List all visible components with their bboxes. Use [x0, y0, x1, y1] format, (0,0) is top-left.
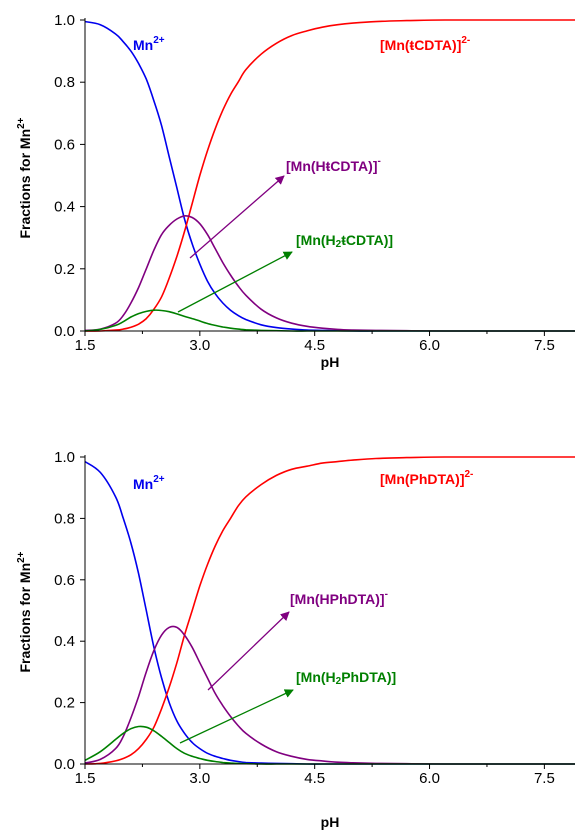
series-mh2l-line [84, 309, 575, 332]
label-mh2l: [Mn(H2PhDTA)] [296, 669, 396, 687]
y-tick-label: 0.8 [54, 510, 75, 527]
label-ml: [Mn(PhDTA)]2- [380, 469, 473, 487]
series-mh2l-line [84, 725, 575, 765]
x-tick-label: 4.5 [304, 337, 325, 354]
y-tick-label: 0.4 [54, 199, 75, 216]
x-tick-label: 3.0 [189, 337, 210, 354]
x-tick-label: 3.0 [189, 770, 210, 787]
label-mn: Mn2+ [133, 35, 165, 53]
y-axis-label: Fractions for Mn2+ [16, 117, 33, 238]
x-tick-label: 7.5 [534, 770, 555, 787]
series-ml-line [84, 456, 575, 765]
y-tick-labels: 0.0 0.2 0.4 0.6 0.8 1.0 [54, 449, 75, 773]
x-tick-label: 6.0 [419, 770, 440, 787]
series-ml-line [84, 19, 575, 332]
x-tick-labels: 1.5 3.0 4.5 6.0 7.5 [75, 770, 555, 787]
y-tick-label: 0.6 [54, 136, 75, 153]
arrow-mh2l [179, 689, 294, 744]
y-axis-label: Fractions for Mn2+ [16, 551, 33, 672]
axes [80, 18, 575, 336]
arrow-mh2l [177, 251, 293, 313]
y-tick-label: 0.4 [54, 633, 75, 650]
arrow-mhl [189, 175, 285, 259]
chart-panel-bottom: 1.5 3.0 4.5 6.0 7.5 0.0 0.2 0.4 0.6 0.8 1.0 pH Fr… [16, 449, 575, 830]
y-tick-label: 1.0 [54, 12, 75, 29]
label-mh2l: [Mn(H2ŧCDTA)] [296, 232, 393, 250]
series-mhl-line [84, 215, 575, 332]
chart-panel-top: 1.5 3.0 4.5 6.0 7.5 0.0 0.2 0.4 0.6 0.8 1.0 pH Fr… [16, 12, 575, 370]
label-mhl: [Mn(HPhDTA)]- [290, 589, 388, 607]
curves [84, 19, 575, 332]
y-tick-label: 0.0 [54, 756, 75, 773]
y-tick-label: 0.2 [54, 695, 75, 712]
x-axis-label: pH [321, 814, 340, 830]
x-tick-labels: 1.5 3.0 4.5 6.0 7.5 [75, 337, 555, 354]
x-axis-label: pH [321, 354, 340, 370]
y-tick-label: 0.6 [54, 572, 75, 589]
label-mn: Mn2+ [133, 474, 165, 492]
axes [80, 455, 575, 769]
label-ml: [Mn(ŧCDTA)]2- [380, 35, 470, 53]
y-tick-label: 0.2 [54, 261, 75, 278]
y-tick-label: 0.8 [54, 74, 75, 91]
y-tick-label: 0.0 [54, 323, 75, 340]
series-mn-line [84, 20, 575, 332]
label-mhl: [Mn(HŧCDTA)]- [286, 156, 381, 174]
x-tick-label: 6.0 [419, 337, 440, 354]
x-tick-label: 4.5 [304, 770, 325, 787]
x-tick-label: 1.5 [75, 337, 96, 354]
y-tick-labels: 0.0 0.2 0.4 0.6 0.8 1.0 [54, 12, 75, 340]
x-tick-label: 1.5 [75, 770, 96, 787]
series-mhl-line [84, 625, 575, 765]
arrow-mhl [207, 611, 290, 691]
curves [84, 456, 575, 765]
y-tick-label: 1.0 [54, 449, 75, 466]
x-tick-label: 7.5 [534, 337, 555, 354]
